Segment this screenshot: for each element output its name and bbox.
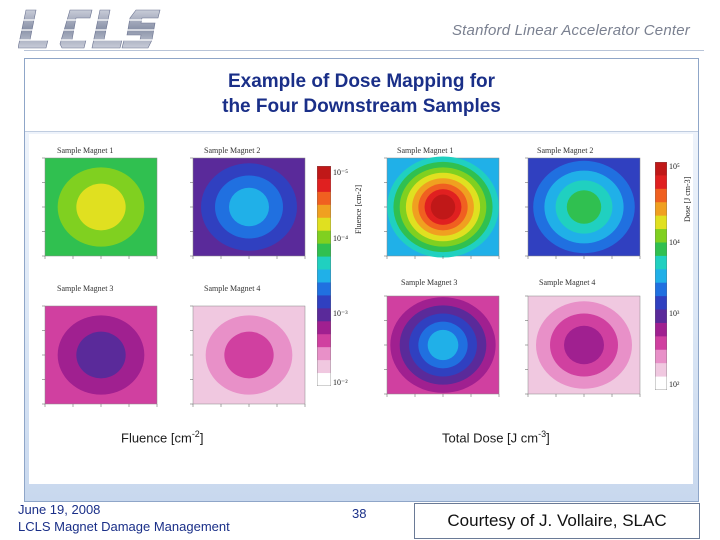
fluence-map-2-contour-3 [229,187,269,227]
fluence-tick-2: 10⁻⁴ [333,234,349,243]
fluence-map-2-label: Sample Magnet 2 [204,146,261,155]
fluence-colorbar-segment-4 [317,217,331,232]
dose-colorbar-segment-4 [655,215,667,230]
fluence-map-1 [31,156,161,266]
fluence-caption-end: ] [199,430,204,446]
slide-header: Stanford Linear Accelerator Center [0,0,720,58]
fluence-map-2 [179,156,309,266]
fluence-colorbar-segment-13 [317,334,331,348]
dose-map-4-contour-3 [564,325,604,365]
dose-colorbar [654,161,668,395]
fluence-colorbar-segment-0 [317,166,331,180]
fluence-map-3 [31,304,161,414]
page-number: 38 [352,506,367,521]
dose-map-1 [373,156,503,266]
dose-map-2 [514,156,644,266]
dose-colorbar-segment-12 [655,322,667,337]
fluence-colorbar-segment-14 [317,347,331,361]
dose-caption-text: Total Dose [J cm [442,430,539,446]
slide-title: Example of Dose Mapping for the Four Dow… [25,69,698,119]
dose-map-3-contour-5 [427,329,459,361]
dose-tick-3: 10³ [669,309,680,318]
fluence-caption: Fluence [cm-2] [121,429,203,445]
fluence-tick-4: 10⁻² [333,378,348,387]
fluence-colorbar-segment-10 [317,295,331,309]
dose-map-2-label: Sample Magnet 2 [537,146,594,155]
fluence-tick-3: 10⁻³ [333,309,348,318]
dose-colorbar-segment-13 [655,336,667,351]
dose-colorbar-segment-14 [655,349,667,364]
dose-colorbar-segment-10 [655,296,667,311]
dose-colorbar-segment-9 [655,282,667,297]
dose-map-1-label: Sample Magnet 1 [397,146,454,155]
organization-name: Stanford Linear Accelerator Center [451,22,690,39]
fluence-colorbar-segment-16 [317,373,331,387]
dose-colorbar-segment-16 [655,376,667,391]
fluence-colorbar-segment-7 [317,256,331,271]
dose-colorbar-segment-11 [655,309,667,324]
dose-axis-label: Dose [J cm-3] [683,176,692,222]
dose-map-4-label: Sample Magnet 4 [539,278,596,287]
fluence-colorbar-segment-12 [317,321,331,335]
fluence-caption-text: Fluence [cm [121,430,192,446]
dose-mapping-figure: Sample Magnet 1 Sample Magnet 2 Sample M… [29,134,693,484]
credit-box: Courtesy of J. Vollaire, SLAC [414,503,700,539]
content-panel: Example of Dose Mapping for the Four Dow… [24,58,699,502]
fluence-map-4-label: Sample Magnet 4 [204,284,261,293]
fluence-map-1-label: Sample Magnet 1 [57,146,114,155]
dose-tick-1: 10⁵ [669,162,680,171]
fluence-colorbar-segment-3 [317,204,331,219]
footer-event: LCLS Magnet Damage Management [18,519,230,534]
dose-colorbar-segment-8 [655,269,667,284]
fluence-tick-1: 10⁻⁵ [333,168,349,177]
fluence-caption-exponent: -2 [191,429,200,439]
dose-map-3-label: Sample Magnet 3 [401,278,458,287]
dose-caption-end: ] [546,430,550,446]
dose-tick-2: 10⁴ [669,238,680,247]
fluence-colorbar [316,165,332,391]
dose-caption-exponent: -3 [538,429,547,439]
title-box: Example of Dose Mapping for the Four Dow… [25,59,698,132]
fluence-colorbar-segment-9 [317,282,331,296]
title-line-2: the Four Downstream Samples [222,96,501,117]
fluence-map-4 [179,304,309,414]
dose-colorbar-segment-3 [655,202,667,217]
dose-caption: Total Dose [J cm-3] [442,429,550,445]
fluence-colorbar-segment-15 [317,360,331,374]
fluence-map-1-contour-2 [76,183,126,231]
dose-map-2-contour-4 [566,190,602,224]
title-line-1: Example of Dose Mapping for [227,71,496,92]
fluence-map-3-contour-2 [76,331,126,379]
fluence-map-3-label: Sample Magnet 3 [57,284,114,293]
footer-info: June 19, 2008 LCLS Magnet Damage Managem… [18,501,230,535]
dose-map-3 [373,294,503,404]
fluence-colorbar-segment-6 [317,243,331,258]
dose-colorbar-segment-6 [655,242,667,257]
dose-colorbar-segment-1 [655,175,667,190]
header-divider [24,50,704,51]
dose-colorbar-segment-7 [655,255,667,270]
fluence-colorbar-segment-8 [317,269,331,283]
dose-map-4 [514,294,644,404]
dose-colorbar-segment-2 [655,188,667,203]
dose-tick-4: 10² [669,380,680,389]
dose-colorbar-segment-0 [655,162,667,176]
dose-map-1-contour-8 [430,194,456,220]
lcls-logo [17,6,168,52]
footer-date: June 19, 2008 [18,502,101,517]
fluence-colorbar-segment-11 [317,308,331,322]
fluence-map-4-contour-2 [224,331,274,379]
fluence-colorbar-segment-1 [317,178,331,193]
dose-colorbar-segment-5 [655,229,667,243]
fluence-axis-label: Fluence [cm-2] [354,184,363,234]
dose-colorbar-segment-15 [655,363,667,378]
fluence-colorbar-segment-2 [317,191,331,206]
fluence-colorbar-segment-5 [317,230,331,245]
